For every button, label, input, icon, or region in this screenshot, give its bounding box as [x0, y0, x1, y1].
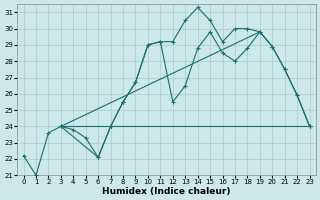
- X-axis label: Humidex (Indice chaleur): Humidex (Indice chaleur): [102, 187, 231, 196]
